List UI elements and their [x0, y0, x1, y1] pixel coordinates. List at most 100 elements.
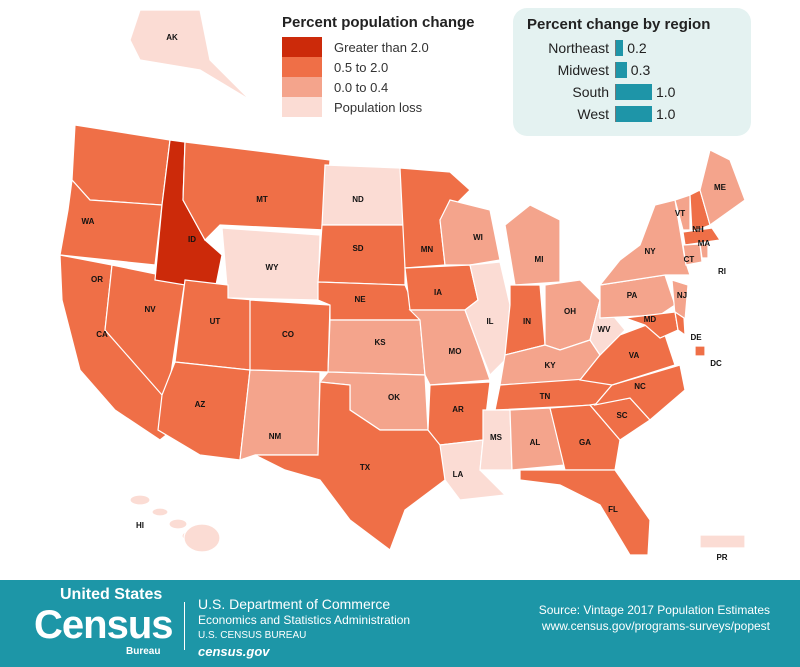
logo-top: United States: [60, 586, 163, 603]
state-hi[interactable]: [168, 518, 188, 530]
state-label: IL: [486, 317, 493, 326]
state-ga[interactable]: [549, 404, 621, 471]
state-ak[interactable]: [129, 9, 251, 101]
legend-swatch: [282, 97, 322, 117]
legend-item: Population loss: [282, 97, 475, 117]
state-label: NE: [354, 295, 366, 304]
state-label: NM: [269, 432, 282, 441]
state-mi[interactable]: [504, 204, 561, 286]
region-value: 0.2: [627, 40, 647, 56]
state-label: IN: [523, 317, 531, 326]
region-name: West: [577, 106, 609, 122]
state-label: PR: [716, 553, 727, 562]
region-bar: [615, 62, 627, 78]
state-label: UT: [210, 317, 221, 326]
state-label: TN: [540, 392, 551, 401]
state-label: RI: [718, 267, 726, 276]
legend: Percent population change Greater than 2…: [282, 14, 475, 117]
state-label: WV: [598, 325, 612, 334]
state-label: AR: [452, 405, 464, 414]
state-label: MD: [644, 315, 657, 324]
state-label: FL: [608, 505, 618, 514]
state-label: MI: [535, 255, 544, 264]
state-il[interactable]: [464, 261, 511, 377]
state-label: OH: [564, 307, 576, 316]
state-fl[interactable]: [519, 469, 651, 556]
state-ne[interactable]: [317, 281, 421, 321]
state-ct[interactable]: [682, 243, 703, 266]
state-label: NC: [634, 382, 646, 391]
region-name: South: [572, 84, 609, 100]
state-label: WY: [266, 263, 280, 272]
bureau-name: U.S. CENSUS BUREAU: [198, 630, 307, 641]
state-label: OR: [91, 275, 103, 284]
region-value: 1.0: [656, 84, 676, 100]
state-label: VA: [629, 351, 640, 360]
legend-swatch: [282, 57, 322, 77]
state-wi[interactable]: [439, 199, 501, 266]
state-pr[interactable]: [699, 534, 746, 549]
state-label: CT: [684, 255, 695, 264]
state-vt[interactable]: [674, 194, 691, 231]
state-label: MT: [256, 195, 268, 204]
state-label: SC: [616, 411, 627, 420]
legend-label: Greater than 2.0: [334, 39, 429, 55]
legend-item: 0.0 to 0.4: [282, 77, 475, 97]
state-or[interactable]: [59, 178, 163, 266]
region-name: Northeast: [548, 40, 609, 56]
state-ks[interactable]: [327, 319, 426, 376]
state-label: MA: [698, 239, 711, 248]
state-label: CO: [282, 330, 294, 339]
state-az[interactable]: [157, 361, 251, 461]
state-label: IA: [434, 288, 442, 297]
state-nj[interactable]: [671, 279, 689, 321]
state-label: AK: [166, 33, 178, 42]
source: Source: Vintage 2017 Population Estimate…: [539, 602, 770, 634]
state-label: AL: [530, 438, 541, 447]
state-mt[interactable]: [182, 141, 331, 241]
region-change-panel: Percent change by region Northeast 0.2 Mid…: [513, 8, 751, 136]
legend-label: Population loss: [334, 99, 423, 115]
legend-label: 0.0 to 0.4: [334, 79, 389, 95]
state-sd[interactable]: [317, 224, 406, 286]
state-wa[interactable]: [71, 124, 171, 206]
state-label: AZ: [195, 400, 206, 409]
state-de[interactable]: [674, 310, 686, 337]
state-label: WI: [473, 233, 483, 242]
state-label: NY: [644, 247, 656, 256]
state-me[interactable]: [699, 149, 746, 226]
logo-main: Census: [34, 603, 173, 647]
state-ma[interactable]: [682, 227, 722, 246]
census-logo[interactable]: United States Census Bureau: [34, 586, 173, 658]
state-hi[interactable]: [129, 494, 151, 506]
legend-title: Percent population change: [282, 14, 475, 31]
state-label: CA: [96, 330, 108, 339]
state-label: LA: [453, 470, 464, 479]
admin-name: Economics and Statistics Administration: [198, 613, 411, 627]
department-info: U.S. Department of Commerce Economics an…: [198, 596, 410, 660]
state-tx[interactable]: [254, 381, 446, 551]
site-link[interactable]: census.gov: [198, 644, 270, 659]
state-label: ND: [352, 195, 364, 204]
state-label: NJ: [677, 291, 687, 300]
legend-swatch: [282, 77, 322, 97]
state-ms[interactable]: [479, 409, 513, 471]
region-bar: [615, 106, 652, 122]
region-row: Northeast 0.2: [513, 37, 751, 59]
state-hi[interactable]: [151, 507, 169, 517]
state-label: TX: [360, 463, 371, 472]
legend-item: Greater than 2.0: [282, 37, 475, 57]
state-md[interactable]: [624, 311, 679, 339]
legend-swatch: [282, 37, 322, 57]
state-ri[interactable]: [699, 243, 709, 259]
region-value: 0.3: [630, 62, 651, 78]
state-label: ME: [714, 183, 727, 192]
state-hi[interactable]: [183, 523, 221, 553]
source-url[interactable]: www.census.gov/programs-surveys/popest: [541, 619, 770, 633]
state-nm[interactable]: [239, 369, 321, 461]
state-dc[interactable]: [694, 345, 706, 357]
dept-name: U.S. Department of Commerce: [198, 596, 391, 612]
state-label: ID: [188, 235, 196, 244]
region-row: Midwest 0.3: [513, 59, 751, 81]
region-row: West 1.0: [513, 103, 751, 125]
